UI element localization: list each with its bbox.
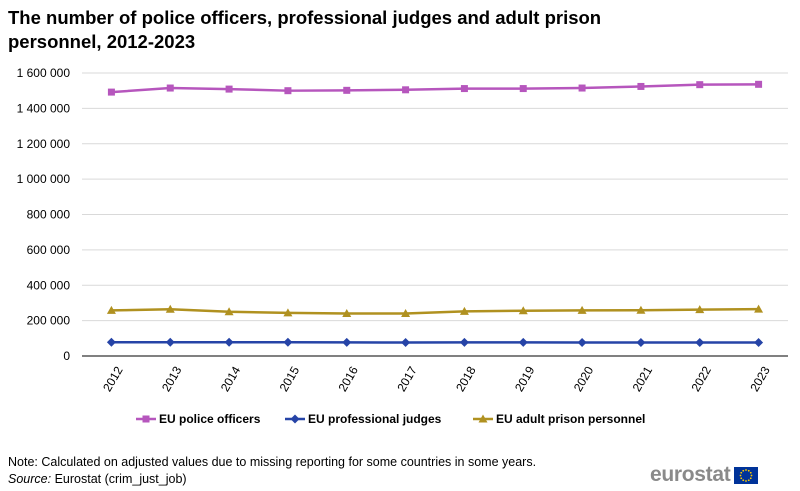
legend-label: EU adult prison personnel — [496, 412, 645, 426]
x-tick-label: 2018 — [453, 364, 479, 394]
x-tick-label: 2016 — [335, 364, 361, 394]
legend-item: EU adult prison personnel — [473, 412, 645, 426]
legend-label: EU professional judges — [308, 412, 442, 426]
x-tick-label: 2022 — [688, 364, 714, 394]
data-point — [577, 305, 587, 314]
data-point — [401, 338, 411, 348]
data-point — [284, 87, 292, 95]
series-line — [111, 83, 759, 94]
data-point — [519, 85, 527, 93]
y-tick-label: 0 — [63, 349, 70, 363]
y-tick-label: 1 200 000 — [17, 137, 71, 151]
data-point — [225, 85, 233, 93]
y-tick-label: 200 000 — [27, 314, 71, 328]
y-tick-label: 1 000 000 — [17, 172, 71, 186]
data-point — [283, 337, 293, 347]
x-tick-label: 2019 — [512, 364, 538, 394]
data-point — [460, 85, 468, 93]
chart-note: Note: Calculated on adjusted values due … — [8, 455, 537, 469]
data-point — [165, 337, 175, 347]
legend-item: EU professional judges — [285, 412, 442, 426]
data-point — [401, 309, 411, 318]
data-point — [342, 337, 352, 347]
data-point — [696, 81, 704, 89]
y-tick-label: 400 000 — [27, 278, 71, 292]
x-tick-label: 2017 — [394, 364, 420, 394]
chart-title: The number of police officers, professio… — [8, 7, 602, 52]
source-text: Eurostat (crim_just_job) — [54, 472, 187, 486]
axes: 0 200 000 400 000 600 000 800 000 1 000 000 1 … — [17, 66, 788, 394]
legend-item: EU police officers — [136, 412, 261, 426]
y-tick-label: 800 000 — [27, 208, 71, 222]
data-point — [107, 88, 115, 96]
data-point — [754, 304, 764, 313]
logo-text: eurostat — [650, 463, 731, 486]
data-point — [224, 337, 234, 347]
chart-source: Source: Eurostat (crim_just_job) — [8, 472, 187, 486]
data-point — [578, 84, 586, 92]
data-point — [695, 305, 705, 314]
data-point — [695, 338, 705, 348]
data-point — [518, 337, 528, 347]
legend-label: EU police officers — [159, 412, 261, 426]
x-tick-label: 2014 — [218, 364, 244, 394]
x-tick-label: 2021 — [630, 364, 656, 394]
legend-swatch-marker — [290, 414, 300, 424]
eurostat-logo: eurostat — [650, 462, 759, 488]
x-tick-label: 2015 — [277, 364, 303, 394]
series-line — [111, 307, 759, 315]
data-point — [637, 82, 645, 90]
data-point — [106, 337, 116, 347]
data-point — [636, 305, 646, 314]
y-tick-label: 600 000 — [27, 243, 71, 257]
data-point — [755, 80, 763, 88]
gridlines — [82, 72, 788, 322]
data-point — [106, 305, 116, 314]
data-point — [518, 306, 528, 315]
series-eu-adult-prison-personnel — [106, 304, 764, 318]
data-point — [402, 86, 410, 94]
series-eu-police-officers — [107, 80, 763, 96]
data-point — [577, 338, 587, 348]
data-point — [636, 338, 646, 348]
x-tick-label: 2023 — [747, 364, 773, 394]
data-point — [343, 86, 351, 94]
y-tick-label: 1 400 000 — [17, 101, 71, 115]
data-point — [459, 306, 469, 315]
series-lines — [106, 80, 764, 348]
x-tick-label: 2020 — [571, 364, 597, 394]
data-point — [283, 308, 293, 317]
legend-swatch-marker — [478, 414, 488, 423]
data-point — [754, 338, 764, 348]
y-tick-label: 1 600 000 — [17, 66, 71, 80]
data-point — [459, 337, 469, 347]
x-tick-label: 2012 — [100, 364, 126, 394]
legend: EU police officers EU professional judges… — [136, 412, 645, 426]
eu-flag-icon — [734, 466, 759, 484]
data-point — [166, 84, 174, 92]
data-point — [224, 307, 234, 316]
legend-swatch-marker — [142, 415, 150, 423]
data-point — [165, 304, 175, 313]
data-point — [342, 309, 352, 318]
x-tick-label: 2013 — [159, 364, 185, 394]
source-label: Source: — [8, 472, 52, 486]
series-eu-professional-judges — [106, 337, 764, 348]
